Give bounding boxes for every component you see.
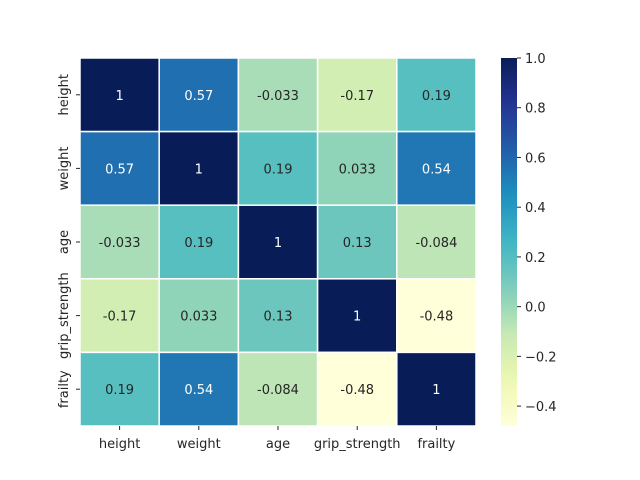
cell-value-label: 1 xyxy=(195,162,203,177)
cell-value-label: 0.54 xyxy=(184,383,213,398)
colorbar-tick-label: 0.8 xyxy=(525,102,546,117)
cell-value-label: -0.17 xyxy=(103,310,137,325)
colorbar-gradient xyxy=(501,58,517,426)
cell-value-label: 0.13 xyxy=(264,310,293,325)
colorbar-tick-label: 0.6 xyxy=(525,151,546,166)
x-tick-label: age xyxy=(266,437,290,452)
heatmap-cell xyxy=(158,278,240,354)
cell-value-label: 0.19 xyxy=(422,89,451,104)
colorbar-tick-label: 0.4 xyxy=(525,201,546,216)
y-tick-label: frailty xyxy=(57,370,72,408)
y-tick-label: grip_strength xyxy=(57,272,72,359)
heatmap-cell xyxy=(396,130,477,206)
heatmap-cell xyxy=(79,57,160,133)
y-tick-label: weight xyxy=(57,146,72,190)
cell-value-label: 0.033 xyxy=(180,310,217,325)
x-tick-label: height xyxy=(99,437,140,452)
heatmap-cell xyxy=(237,130,319,206)
x-tick-label: grip_strength xyxy=(314,437,401,452)
heatmap-cell xyxy=(316,204,398,280)
cell-value-label: -0.48 xyxy=(340,383,374,398)
heatmap-cell xyxy=(237,278,319,354)
x-axis: height weight age grip_strength frailty xyxy=(99,426,456,452)
heatmap-cells: 1 0.57 -0.033 -0.17 0.19 0.57 1 0.19 0.033 0.54 -0… xyxy=(79,57,477,427)
heatmap-cell xyxy=(158,351,240,427)
cell-value-label: 0.19 xyxy=(184,236,213,251)
y-tick-label: age xyxy=(57,230,72,254)
cell-value-label: 1 xyxy=(115,89,123,104)
cell-value-label: 0.57 xyxy=(105,162,134,177)
cell-value-label: -0.084 xyxy=(415,236,457,251)
colorbar-tick-label: 0.2 xyxy=(525,251,546,266)
colorbar-tick-label: 1.0 xyxy=(525,52,546,67)
heatmap-cell xyxy=(237,57,319,133)
heatmap-cell xyxy=(79,351,160,427)
y-tick-label: height xyxy=(57,74,72,115)
cell-value-label: -0.17 xyxy=(340,89,374,104)
heatmap-cell xyxy=(158,204,240,280)
cell-value-label: 1 xyxy=(274,236,282,251)
colorbar-tick-label: 0.0 xyxy=(525,301,546,316)
heatmap-cell xyxy=(316,278,398,354)
x-tick-label: frailty xyxy=(417,437,455,452)
cell-value-label: 0.19 xyxy=(105,383,134,398)
colorbar-tick-label: −0.4 xyxy=(525,400,557,415)
cell-value-label: 0.13 xyxy=(343,236,372,251)
cell-value-label: -0.033 xyxy=(257,89,299,104)
heatmap-cell xyxy=(396,278,477,354)
cell-value-label: 1 xyxy=(432,383,440,398)
cell-value-label: 0.54 xyxy=(422,162,451,177)
cell-value-label: 0.033 xyxy=(339,162,376,177)
cell-value-label: 1 xyxy=(353,310,361,325)
cell-value-label: -0.084 xyxy=(257,383,299,398)
cell-value-label: 0.57 xyxy=(184,89,213,104)
heatmap-cell xyxy=(158,57,240,133)
x-tick-label: weight xyxy=(177,437,221,452)
cell-value-label: -0.033 xyxy=(99,236,141,251)
colorbar: 1.0 0.8 0.6 0.4 0.2 0.0 −0.2 −0.4 xyxy=(501,52,557,426)
cell-value-label: -0.48 xyxy=(420,310,454,325)
colorbar-tick-label: −0.2 xyxy=(525,350,557,365)
heatmap-cell xyxy=(237,351,319,427)
cell-value-label: 0.19 xyxy=(264,162,293,177)
